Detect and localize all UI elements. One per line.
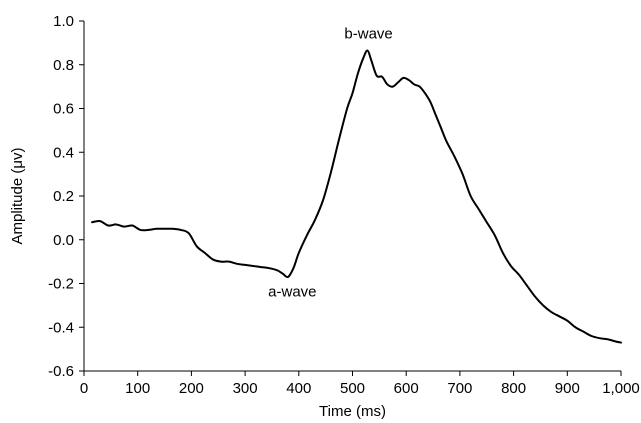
series-line	[91, 49, 622, 344]
annotations: b-wave a-wave	[268, 26, 393, 301]
x-tick-label: 1,000	[602, 380, 640, 397]
x-tick-label: 600	[394, 380, 419, 397]
x-tick-label: 900	[555, 380, 580, 397]
y-axis-title: Amplitude (μv)	[9, 147, 26, 244]
y-tick-label: 1.0	[53, 13, 74, 30]
x-tick-label: 200	[179, 380, 204, 397]
y-tick-label: -0.2	[48, 276, 74, 293]
x-tick-label: 800	[501, 380, 526, 397]
x-tick-label: 400	[286, 380, 311, 397]
b-wave-annotation: b-wave	[344, 26, 392, 43]
series	[91, 49, 622, 344]
axes	[83, 21, 621, 372]
y-tick-label: 0.0	[53, 232, 74, 249]
y-tick-label: 0.6	[53, 101, 74, 118]
a-wave-annotation: a-wave	[268, 284, 316, 301]
y-tick-label: -0.6	[48, 363, 74, 380]
x-tick-label: 100	[125, 380, 150, 397]
x-tick-label: 300	[233, 380, 258, 397]
y-tick-label: -0.4	[48, 319, 74, 336]
ticks: 0 100 200 300 400 500 600 700 800 900 1,000 -0.6 -0.…	[48, 13, 640, 397]
y-tick-label: 0.8	[53, 57, 74, 74]
x-axis-title: Time (ms)	[319, 403, 386, 420]
y-tick-label: 0.4	[53, 144, 74, 161]
x-tick-label: 700	[447, 380, 472, 397]
y-tick-label: 0.2	[53, 188, 74, 205]
x-tick-label: 500	[340, 380, 365, 397]
x-tick-label: 0	[80, 380, 88, 397]
